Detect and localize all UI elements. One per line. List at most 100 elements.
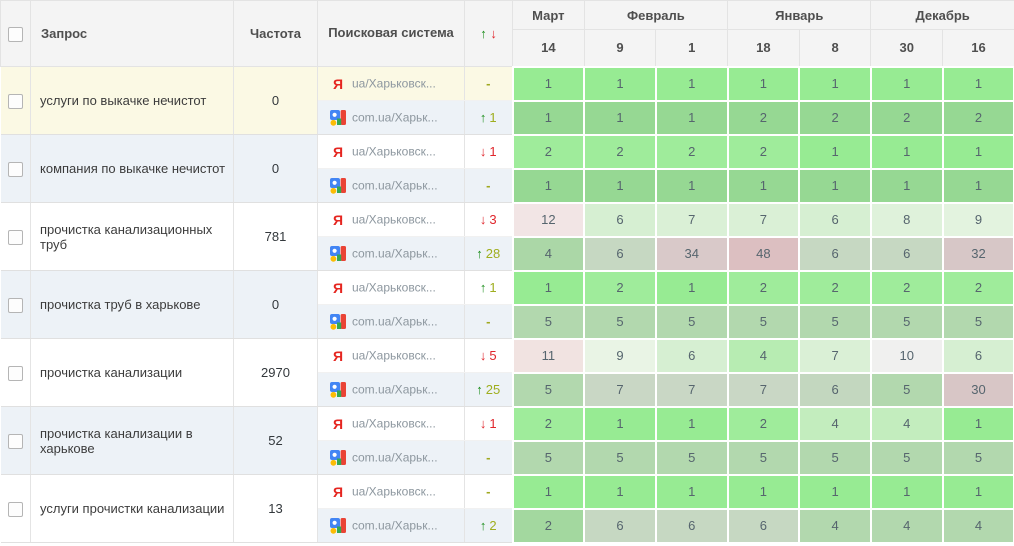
position-cell: 1 — [798, 167, 872, 204]
row-checkbox[interactable] — [7, 161, 23, 177]
row-checkbox-cell — [0, 270, 31, 339]
position-cell: 9 — [583, 337, 657, 374]
position-cell: 7 — [726, 201, 801, 238]
engine-cell: com.ua/Харьк... — [317, 236, 465, 271]
day-header-5[interactable]: 30 — [870, 29, 944, 67]
table-header: Запрос Частота Поисковая система ↑ ↓ Мар… — [0, 0, 1014, 67]
yandex-icon: Я — [332, 75, 344, 92]
position-cell: 5 — [654, 303, 729, 340]
position-cell: 11 — [511, 337, 586, 374]
engine-project-link[interactable]: ua/Харьковск... — [352, 212, 436, 227]
position-cell: 1 — [941, 133, 1014, 170]
position-cell: 4 — [941, 507, 1014, 544]
position-cell: 6 — [798, 201, 872, 238]
col-header-engine[interactable]: Поисковая система — [317, 0, 465, 67]
engine-project-link[interactable]: com.ua/Харьк... — [352, 450, 438, 465]
row-checkbox[interactable] — [7, 297, 23, 313]
position-cell: 2 — [511, 507, 586, 544]
position-cell: 1 — [726, 473, 801, 510]
down-arrow-icon: ↓ — [479, 416, 487, 431]
position-change-cell: ↓ 3 — [464, 202, 513, 237]
day-header-0[interactable]: 14 — [512, 29, 585, 67]
sort-up-icon: ↑ — [480, 26, 487, 41]
position-change-cell: ↑ 2 — [464, 508, 513, 543]
position-cell: 5 — [798, 439, 872, 476]
position-change-cell: - — [464, 304, 513, 339]
engine-project-link[interactable]: ua/Харьковск... — [352, 144, 436, 159]
position-cell: 4 — [869, 405, 944, 442]
position-cell: 1 — [511, 167, 586, 204]
engine-project-link[interactable]: com.ua/Харьк... — [352, 518, 438, 533]
change-value: 1 — [489, 280, 497, 295]
position-cell: 5 — [726, 439, 801, 476]
day-header-1[interactable]: 9 — [583, 29, 657, 67]
position-cell: 6 — [583, 235, 657, 272]
col-header-frequency[interactable]: Частота — [233, 0, 318, 67]
month-header-0[interactable]: Март — [512, 0, 585, 30]
engine-project-link[interactable]: com.ua/Харьк... — [352, 110, 438, 125]
day-header-3[interactable]: 18 — [727, 29, 800, 67]
engine-project-link[interactable]: ua/Харьковск... — [352, 280, 436, 295]
position-cell: 1 — [654, 65, 729, 102]
month-header-1[interactable]: Февраль — [583, 0, 729, 30]
change-value: 1 — [489, 110, 497, 125]
day-header-6[interactable]: 16 — [942, 29, 1014, 67]
google-icon — [330, 245, 346, 262]
position-cell: 1 — [869, 133, 944, 170]
engine-project-link[interactable]: com.ua/Харьк... — [352, 382, 438, 397]
position-cell: 5 — [941, 303, 1014, 340]
month-header-3[interactable]: Декабрь — [870, 0, 1014, 30]
table-row: com.ua/Харьк... ↑ 2 2 6 6 6 4 4 4 — [1, 507, 1014, 544]
position-cell: 7 — [654, 371, 729, 408]
engine-project-link[interactable]: com.ua/Харьк... — [352, 314, 438, 329]
table-row: com.ua/Харьк... -5 5 5 5 5 5 5 — [1, 303, 1014, 340]
position-change-cell: - — [464, 66, 513, 101]
position-cell: 6 — [654, 507, 729, 544]
position-cell: 1 — [511, 269, 586, 306]
engine-project-link[interactable]: ua/Харьковск... — [352, 484, 436, 499]
change-value: 1 — [489, 416, 497, 431]
position-cell: 2 — [869, 99, 944, 136]
col-header-query[interactable]: Запрос — [30, 0, 234, 67]
position-cell: 6 — [654, 337, 729, 374]
row-checkbox[interactable] — [7, 229, 23, 245]
engine-project-link[interactable]: com.ua/Харьк... — [352, 178, 438, 193]
engine-project-link[interactable]: ua/Харьковск... — [352, 416, 436, 431]
position-change-cell: ↑ 1 — [464, 270, 513, 305]
change-value: 3 — [489, 212, 497, 227]
row-checkbox[interactable] — [7, 433, 23, 449]
position-cell: 5 — [726, 303, 801, 340]
position-cell: 2 — [941, 269, 1014, 306]
frequency-cell: 0 — [233, 270, 318, 339]
day-header-2[interactable]: 1 — [655, 29, 729, 67]
day-header-4[interactable]: 8 — [798, 29, 872, 67]
col-header-change[interactable]: ↑ ↓ — [464, 0, 513, 67]
position-cell: 5 — [869, 371, 944, 408]
no-change-dash: - — [486, 484, 491, 499]
row-checkbox[interactable] — [7, 365, 23, 381]
position-cell: 4 — [869, 507, 944, 544]
row-checkbox[interactable] — [7, 501, 23, 517]
engine-project-link[interactable]: com.ua/Харьк... — [352, 246, 438, 261]
position-cell: 1 — [654, 473, 729, 510]
position-cell: 2 — [726, 405, 801, 442]
position-cell: 4 — [798, 405, 872, 442]
month-header-2[interactable]: Январь — [727, 0, 872, 30]
query-cell: прочистка канализации — [30, 338, 234, 407]
change-value: 28 — [485, 246, 501, 261]
frequency-cell: 13 — [233, 474, 318, 543]
row-checkbox-cell — [0, 202, 31, 271]
position-change-cell: ↓ 5 — [464, 338, 513, 373]
engine-project-link[interactable]: ua/Харьковск... — [352, 348, 436, 363]
engine-project-link[interactable]: ua/Харьковск... — [352, 76, 436, 91]
change-value: 1 — [489, 144, 497, 159]
query-cell: услуги прочистки канализации — [30, 474, 234, 543]
position-cell: 1 — [869, 65, 944, 102]
select-all-checkbox[interactable] — [8, 26, 23, 42]
position-cell: 1 — [654, 167, 729, 204]
row-checkbox[interactable] — [7, 93, 23, 109]
engine-cell: com.ua/Харьк... — [317, 100, 465, 135]
